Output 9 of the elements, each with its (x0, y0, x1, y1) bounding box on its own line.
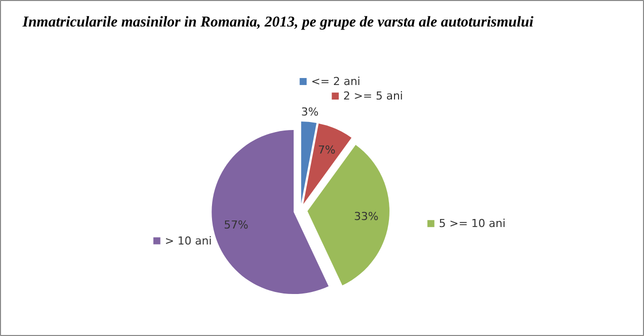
legend-label: <= 2 ani (311, 75, 360, 88)
legend-label: 2 >= 5 ani (343, 90, 403, 103)
legend-label: > 10 ani (164, 234, 212, 248)
data-label: 33% (354, 210, 378, 224)
data-label: 7% (318, 143, 336, 156)
data-label: 3% (301, 106, 319, 119)
chart-title: Inmatricularile masinilor in Romania, 2013, pe grupe de varsta ale autoturismului (22, 14, 534, 30)
data-label: 57% (224, 218, 248, 232)
legend-label: 5 >= 10 ani (438, 217, 506, 230)
